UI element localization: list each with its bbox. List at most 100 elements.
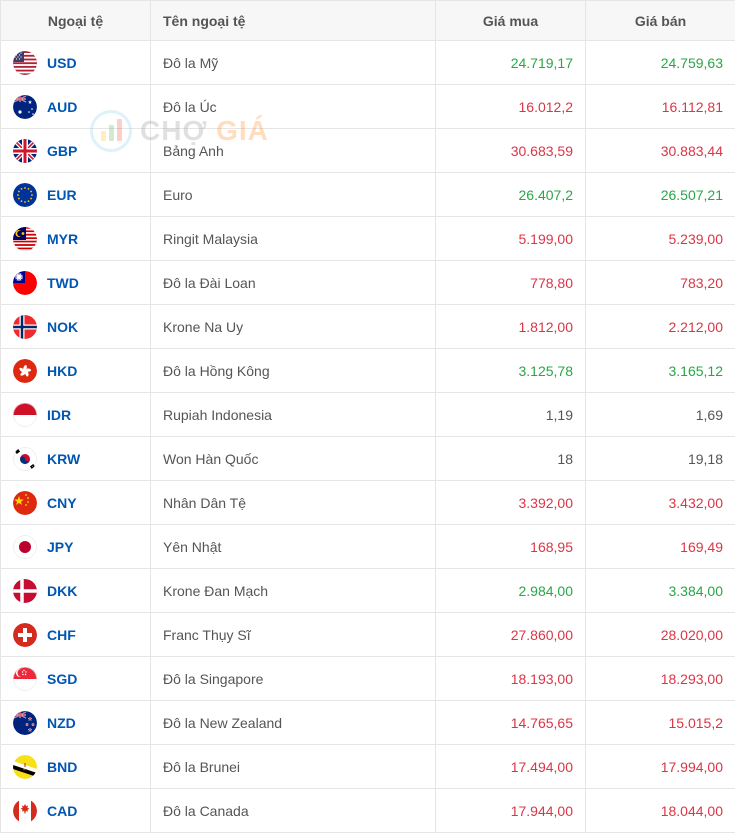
- table-row: CAD Đô la Canada17.944,0018.044,00: [1, 789, 735, 833]
- aud-flag-icon: [13, 95, 37, 119]
- header-sell: Giá bán: [586, 1, 735, 41]
- sell-price: 26.507,21: [586, 173, 735, 217]
- buy-price: 1,19: [436, 393, 586, 437]
- currency-code-link[interactable]: NZD: [47, 715, 76, 731]
- buy-price: 30.683,59: [436, 129, 586, 173]
- twd-flag-icon: [13, 271, 37, 295]
- table-row: BNDĐô la Brunei17.494,0017.994,00: [1, 745, 735, 789]
- table-header-row: Ngoại tệ Tên ngoại tệ Giá mua Giá bán: [1, 1, 735, 41]
- myr-flag-icon: [13, 227, 37, 251]
- currency-name: Đô la Úc: [151, 85, 436, 129]
- header-buy: Giá mua: [436, 1, 586, 41]
- currency-code-link[interactable]: BND: [47, 759, 77, 775]
- sell-price: 24.759,63: [586, 41, 735, 85]
- table-row: CHF Franc Thụy Sĩ27.860,0028.020,00: [1, 613, 735, 657]
- currency-name: Đô la Brunei: [151, 745, 436, 789]
- sell-price: 18.293,00: [586, 657, 735, 701]
- sell-price: 169,49: [586, 525, 735, 569]
- eur-flag-icon: [13, 183, 37, 207]
- sell-price: 3.384,00: [586, 569, 735, 613]
- currency-name: Đô la Singapore: [151, 657, 436, 701]
- sell-price: 30.883,44: [586, 129, 735, 173]
- table-row: HKD Đô la Hồng Kông3.125,783.165,12: [1, 349, 735, 393]
- krw-flag-icon: [13, 447, 37, 471]
- cny-flag-icon: [13, 491, 37, 515]
- buy-price: 2.984,00: [436, 569, 586, 613]
- header-name: Tên ngoại tệ: [151, 1, 436, 41]
- sell-price: 3.165,12: [586, 349, 735, 393]
- currency-name: Franc Thụy Sĩ: [151, 613, 436, 657]
- table-row: MYRRingit Malaysia5.199,005.239,00: [1, 217, 735, 261]
- currency-code-link[interactable]: IDR: [47, 407, 71, 423]
- table-row: KRW Won Hàn Quốc1819,18: [1, 437, 735, 481]
- nzd-flag-icon: [13, 711, 37, 735]
- gbp-flag-icon: [13, 139, 37, 163]
- currency-name: Đô la Đài Loan: [151, 261, 436, 305]
- buy-price: 3.392,00: [436, 481, 586, 525]
- table-row: USD Đô la Mỹ24.719,1724.759,63: [1, 41, 735, 85]
- table-row: NOK Krone Na Uy1.812,002.212,00: [1, 305, 735, 349]
- currency-code-link[interactable]: CAD: [47, 803, 77, 819]
- currency-name: Đô la Hồng Kông: [151, 349, 436, 393]
- hkd-flag-icon: [13, 359, 37, 383]
- currency-name: Rupiah Indonesia: [151, 393, 436, 437]
- sell-price: 3.432,00: [586, 481, 735, 525]
- buy-price: 168,95: [436, 525, 586, 569]
- currency-name: Bảng Anh: [151, 129, 436, 173]
- currency-code-link[interactable]: TWD: [47, 275, 79, 291]
- currency-name: Nhân Dân Tệ: [151, 481, 436, 525]
- sell-price: 16.112,81: [586, 85, 735, 129]
- currency-code-link[interactable]: CHF: [47, 627, 76, 643]
- buy-price: 1.812,00: [436, 305, 586, 349]
- sell-price: 783,20: [586, 261, 735, 305]
- currency-code-link[interactable]: HKD: [47, 363, 77, 379]
- table-row: SGDĐô la Singapore18.193,0018.293,00: [1, 657, 735, 701]
- buy-price: 17.944,00: [436, 789, 586, 833]
- idr-flag-icon: [13, 403, 37, 427]
- buy-price: 3.125,78: [436, 349, 586, 393]
- sell-price: 2.212,00: [586, 305, 735, 349]
- currency-code-link[interactable]: CNY: [47, 495, 77, 511]
- dkk-flag-icon: [13, 579, 37, 603]
- buy-price: 17.494,00: [436, 745, 586, 789]
- buy-price: 24.719,17: [436, 41, 586, 85]
- bnd-flag-icon: [13, 755, 37, 779]
- table-row: TWD Đô la Đài Loan778,80783,20: [1, 261, 735, 305]
- buy-price: 27.860,00: [436, 613, 586, 657]
- sell-price: 18.044,00: [586, 789, 735, 833]
- currency-name: Đô la Canada: [151, 789, 436, 833]
- table-row: AUDĐô la Úc16.012,216.112,81: [1, 85, 735, 129]
- currency-code-link[interactable]: KRW: [47, 451, 80, 467]
- buy-price: 5.199,00: [436, 217, 586, 261]
- currency-code-link[interactable]: JPY: [47, 539, 73, 555]
- table-row: JPYYên Nhật168,95169,49: [1, 525, 735, 569]
- sell-price: 19,18: [586, 437, 735, 481]
- currency-code-link[interactable]: GBP: [47, 143, 77, 159]
- currency-name: Đô la Mỹ: [151, 41, 436, 85]
- currency-code-link[interactable]: EUR: [47, 187, 77, 203]
- header-code: Ngoại tệ: [1, 1, 151, 41]
- currency-code-link[interactable]: NOK: [47, 319, 78, 335]
- table-row: DKKKrone Đan Mạch2.984,003.384,00: [1, 569, 735, 613]
- currency-code-link[interactable]: MYR: [47, 231, 78, 247]
- currency-name: Đô la New Zealand: [151, 701, 436, 745]
- buy-price: 26.407,2: [436, 173, 586, 217]
- buy-price: 778,80: [436, 261, 586, 305]
- currency-name: Ringit Malaysia: [151, 217, 436, 261]
- table-row: NZDĐô la New Zealand14.765,6515.015,2: [1, 701, 735, 745]
- currency-code-link[interactable]: AUD: [47, 99, 77, 115]
- sell-price: 28.020,00: [586, 613, 735, 657]
- currency-name: Krone Na Uy: [151, 305, 436, 349]
- usd-flag-icon: [13, 51, 37, 75]
- buy-price: 18: [436, 437, 586, 481]
- table-row: EUREuro26.407,226.507,21: [1, 173, 735, 217]
- nok-flag-icon: [13, 315, 37, 339]
- currency-code-link[interactable]: SGD: [47, 671, 77, 687]
- currency-code-link[interactable]: DKK: [47, 583, 77, 599]
- currency-name: Won Hàn Quốc: [151, 437, 436, 481]
- sell-price: 1,69: [586, 393, 735, 437]
- currency-code-link[interactable]: USD: [47, 55, 77, 71]
- buy-price: 14.765,65: [436, 701, 586, 745]
- jpy-flag-icon: [13, 535, 37, 559]
- table-row: GBP Bảng Anh30.683,5930.883,44: [1, 129, 735, 173]
